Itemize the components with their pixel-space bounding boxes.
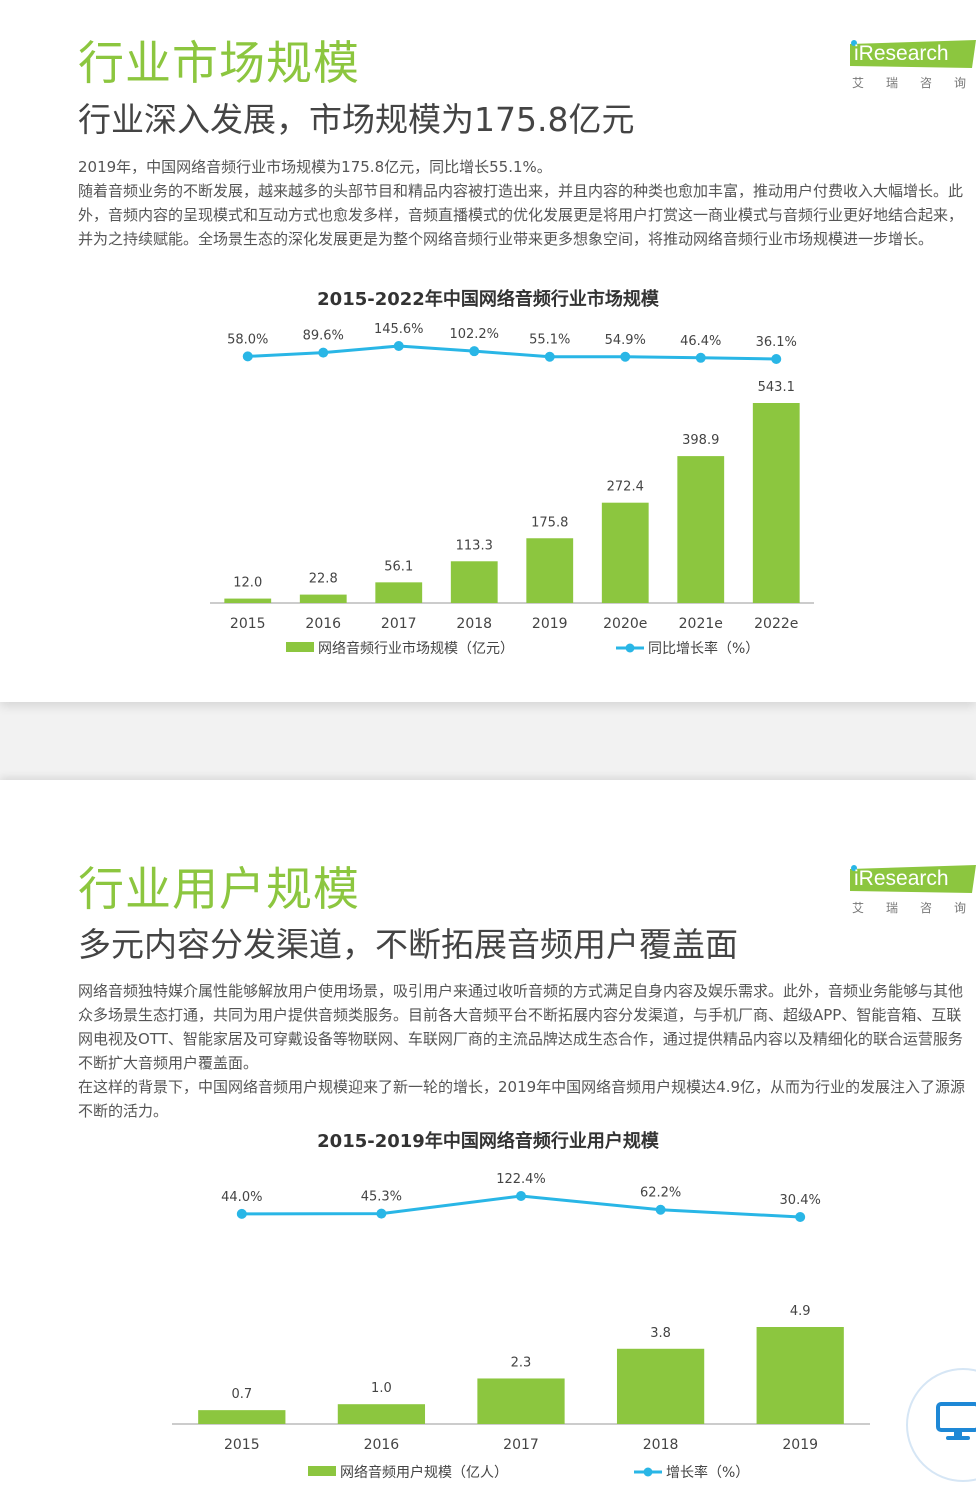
growth-rate-line <box>247 344 777 361</box>
bar <box>337 1404 426 1424</box>
legend-bar-label: 网络音频行业市场规模（亿元） <box>318 640 514 657</box>
bar <box>756 1327 844 1424</box>
bar-value-label: 56.1 <box>384 559 413 574</box>
logo-banner-icon <box>850 40 976 68</box>
x-tick-label: 2020e <box>603 616 647 632</box>
growth-rate-point <box>655 1204 666 1215</box>
x-tick-label: 2018 <box>643 1437 679 1453</box>
legend-bar-label: 网络音频用户规模（亿人） <box>340 1464 508 1481</box>
logo-wordmark: iResearch <box>854 867 949 890</box>
paragraph: 随着音频业务的不断发展，越来越多的头部节目和精品内容被打造出来，并且内容的种类也… <box>78 182 964 248</box>
growth-rate-point <box>795 1212 806 1222</box>
bar-value-label: 272.4 <box>607 480 644 495</box>
growth-rate-point <box>318 347 329 358</box>
growth-rate-label: 122.4% <box>496 1172 546 1187</box>
growth-rate-point <box>620 351 631 362</box>
bar-value-label: 22.8 <box>309 572 338 587</box>
bar-value-label: 3.8 <box>650 1326 671 1341</box>
growth-rate-point <box>469 346 480 357</box>
paragraph: 网络音频独特媒介属性能够解放用户使用场景，吸引用户来通过收听音频的方式满足自身内… <box>78 982 964 1072</box>
bar-value-label: 113.3 <box>456 538 493 553</box>
logo-wordmark: iResearch <box>854 42 949 65</box>
growth-rate-label: 89.6% <box>303 329 344 344</box>
bar <box>677 456 725 603</box>
growth-rate-label: 58.0% <box>227 332 268 347</box>
x-tick-label: 2017 <box>381 616 417 632</box>
monitor-icon <box>936 1402 976 1440</box>
logo-chinese-name: 艾瑞咨询 <box>852 76 976 90</box>
bar-value-label: 12.0 <box>233 576 262 591</box>
slide-description: 2019年，中国网络音频行业市场规模为175.8亿元，同比增长55.1%。 随着… <box>78 155 970 251</box>
legend-line-marker <box>625 643 635 653</box>
x-tick-label: 2022e <box>754 616 798 632</box>
x-tick-label: 2019 <box>782 1437 818 1453</box>
slide-market-size: 行业市场规模 行业深入发展，市场规模为175.8亿元 iResearch 艾瑞咨… <box>0 0 976 702</box>
bar <box>375 582 423 603</box>
growth-rate-point <box>695 352 706 363</box>
bar <box>224 598 272 603</box>
growth-rate-point <box>393 341 404 351</box>
x-tick-label: 2018 <box>456 616 492 632</box>
user-scale-chart: 0.7 2015 1.0 2016 2.3 2017 3.8 2018 4.9 2019 44.0%… <box>172 1172 870 1481</box>
bar-value-label: 543.1 <box>758 380 795 395</box>
growth-rate-point <box>236 1208 247 1219</box>
bar-value-label: 398.9 <box>682 433 719 448</box>
growth-rate-label: 145.6% <box>374 322 424 337</box>
slide-subtitle: 行业深入发展，市场规模为175.8亿元 <box>78 100 635 139</box>
bar <box>299 594 347 603</box>
chart-title: 2015-2022年中国网络音频行业市场规模 <box>317 289 659 310</box>
iresearch-logo: iResearch 艾瑞咨询 <box>850 40 976 96</box>
slide-user-scale: 行业用户规模 多元内容分发渠道，不断拓展音频用户覆盖面 iResearch 艾瑞… <box>0 780 976 1510</box>
x-tick-label: 2016 <box>364 1437 400 1453</box>
slide-title: 行业市场规模 <box>78 36 360 90</box>
bar-value-label: 0.7 <box>231 1387 252 1402</box>
chart-title: 2015-2019年中国网络音频行业用户规模 <box>317 1131 659 1152</box>
bar <box>450 561 498 603</box>
bar <box>752 403 800 603</box>
x-tick-label: 2019 <box>532 616 568 632</box>
paragraph: 在这样的背景下，中国网络音频用户规模迎来了新一轮的增长，2019年中国网络音频用… <box>78 1078 966 1120</box>
growth-rate-label: 62.2% <box>640 1186 681 1201</box>
bar-value-label: 4.9 <box>790 1304 811 1319</box>
logo-banner-icon <box>850 865 976 893</box>
x-tick-label: 2016 <box>305 616 341 632</box>
bar <box>477 1378 565 1424</box>
growth-rate-label: 102.2% <box>449 327 499 342</box>
x-tick-label: 2015 <box>224 1437 260 1453</box>
logo-chinese-name: 艾瑞咨询 <box>852 901 976 915</box>
slide-description: 网络音频独特媒介属性能够解放用户使用场景，吸引用户来通过收听音频的方式满足自身内… <box>78 979 970 1123</box>
growth-rate-label: 54.9% <box>605 333 646 348</box>
x-tick-label: 2021e <box>679 616 723 632</box>
legend-line-marker <box>643 1467 653 1477</box>
legend-line-label: 增长率（%） <box>666 1464 749 1481</box>
growth-rate-point <box>544 351 555 362</box>
legend-line-label: 同比增长率（%） <box>648 640 759 657</box>
paragraph: 2019年，中国网络音频行业市场规模为175.8亿元，同比增长55.1%。 <box>78 158 552 176</box>
bar-value-label: 175.8 <box>531 515 568 530</box>
growth-rate-point <box>516 1191 526 1201</box>
growth-rate-label: 30.4% <box>780 1193 821 1208</box>
iresearch-logo: iResearch 艾瑞咨询 <box>850 865 976 921</box>
growth-rate-label: 55.1% <box>529 333 570 348</box>
bar <box>616 1348 705 1424</box>
legend-bar-swatch <box>286 642 314 652</box>
slide-title: 行业用户规模 <box>78 862 360 916</box>
growth-rate-label: 36.1% <box>756 335 797 350</box>
bar <box>198 1410 286 1424</box>
bar <box>601 502 649 603</box>
legend-bar-swatch <box>308 1466 336 1476</box>
bar-value-label: 1.0 <box>371 1381 392 1396</box>
growth-rate-label: 44.0% <box>221 1190 262 1205</box>
slide-subtitle: 多元内容分发渠道，不断拓展音频用户覆盖面 <box>78 925 738 964</box>
growth-rate-label: 46.4% <box>680 334 721 349</box>
x-tick-label: 2017 <box>503 1437 539 1453</box>
x-tick-label: 2015 <box>230 616 266 632</box>
growth-rate-label: 45.3% <box>361 1190 402 1205</box>
bar-value-label: 2.3 <box>511 1355 532 1370</box>
bar <box>526 538 574 603</box>
market-size-chart: 12.0 2015 22.8 2016 56.1 2017 113.3 2018 175.8 20… <box>210 322 814 657</box>
growth-rate-point <box>771 354 782 364</box>
growth-rate-point <box>376 1208 387 1219</box>
growth-rate-point <box>242 351 253 362</box>
